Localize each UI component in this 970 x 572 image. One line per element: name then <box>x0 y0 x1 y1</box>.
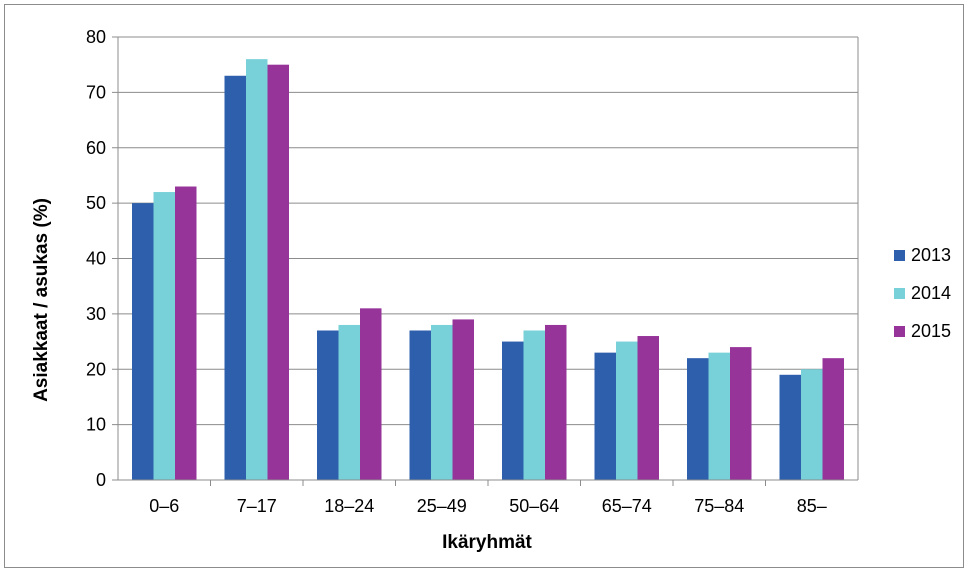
bar-2013-4 <box>502 341 524 480</box>
y-axis-title: Asiakkaat / asukas (%) <box>31 198 52 402</box>
bar-2014-3 <box>431 324 453 480</box>
x-tick-label: 85– <box>797 496 827 516</box>
y-tick-labels: 0 10 20 30 40 50 60 70 80 <box>86 27 106 490</box>
x-tick-label: 7–17 <box>237 496 277 516</box>
bar-2015-2 <box>360 308 382 480</box>
bar-2013-5 <box>594 352 616 480</box>
bar-2014-2 <box>338 324 360 480</box>
bar-2014-4 <box>523 330 545 480</box>
legend-label-2013: 2013 <box>911 245 951 265</box>
bar-2015-4 <box>545 324 567 480</box>
legend-swatch-2014 <box>894 288 905 299</box>
x-tick-label: 0–6 <box>149 496 179 516</box>
bar-2013-6 <box>687 358 709 480</box>
y-tick-label: 80 <box>86 27 106 47</box>
y-tick-label: 0 <box>96 470 106 490</box>
bar-2013-1 <box>224 75 246 480</box>
y-tick-label: 40 <box>86 249 106 269</box>
legend-label-2014: 2014 <box>911 283 951 303</box>
y-tick-label: 50 <box>86 193 106 213</box>
x-tick-label: 50–64 <box>509 496 559 516</box>
axes <box>112 36 859 486</box>
bar-2015-0 <box>175 186 197 480</box>
bar-2015-7 <box>822 358 844 480</box>
bar-2015-5 <box>637 336 659 480</box>
x-tick-label: 25–49 <box>417 496 467 516</box>
bar-2013-0 <box>132 203 154 480</box>
bar-2013-3 <box>409 330 431 480</box>
bar-2015-3 <box>452 319 474 480</box>
x-tick-label: 18–24 <box>324 496 374 516</box>
bar-2014-1 <box>246 59 268 481</box>
x-axis-title: Ikäryhmät <box>442 532 532 553</box>
x-tick-labels: 0–6 7–17 18–24 25–49 50–64 65–74 75–84 85– <box>149 496 827 516</box>
legend-label-2015: 2015 <box>911 321 951 341</box>
y-tick-label: 20 <box>86 359 106 379</box>
bar-2015-6 <box>730 347 752 480</box>
bar-2014-0 <box>153 192 175 481</box>
bar-2014-6 <box>708 352 730 480</box>
y-tick-label: 10 <box>86 415 106 435</box>
legend-swatch-2013 <box>894 250 905 261</box>
legend: 2013 2014 2015 <box>894 245 951 341</box>
bar-2014-5 <box>616 341 638 480</box>
y-tick-label: 60 <box>86 138 106 158</box>
y-tick-label: 30 <box>86 304 106 324</box>
bar-2015-1 <box>267 64 289 480</box>
bars <box>132 59 844 481</box>
bar-2014-7 <box>801 369 823 480</box>
bar-2013-7 <box>779 374 801 480</box>
x-tick-label: 65–74 <box>602 496 652 516</box>
y-tick-label: 70 <box>86 82 106 102</box>
legend-swatch-2015 <box>894 326 905 337</box>
bar-2013-2 <box>317 330 339 480</box>
x-tick-label: 75–84 <box>694 496 744 516</box>
